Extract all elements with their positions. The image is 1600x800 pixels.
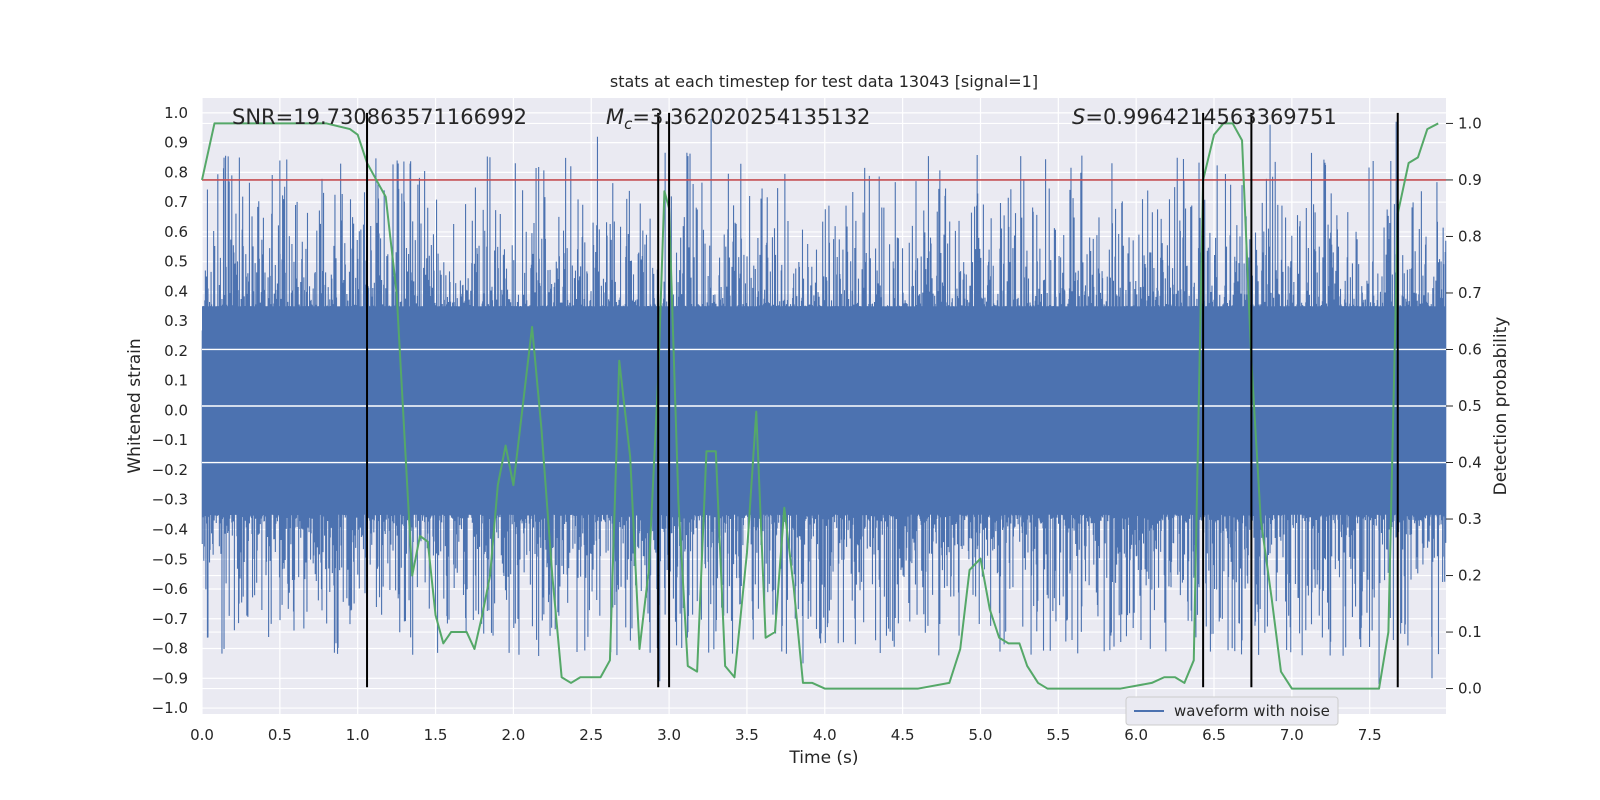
x-tick-label: 5.0 [969,726,993,744]
y-tick-label: −0.6 [152,580,188,598]
y2-axis-ticks: 1.0 0.9 0.8 0.7 0.6 0.5 0.4 0.3 0.2 0.1 0.0 [1446,114,1482,698]
x-tick-label: 3.0 [657,726,681,744]
y2-tick-label: 0.9 [1458,171,1482,189]
score-annotation: S=0.9964214563369751 [1072,105,1337,129]
y2-axis-label: Detection probability [1491,317,1511,496]
legend-label: waveform with noise [1174,702,1330,720]
y-tick-label: −0.8 [152,640,188,658]
y2-tick-label: 0.3 [1458,510,1482,528]
y-tick-label: −0.4 [152,520,188,538]
y-tick-label: 1.0 [164,104,188,122]
y-tick-label: 0.7 [164,193,188,211]
y-tick-label: −0.5 [152,550,188,568]
chart-title: stats at each timestep for test data 130… [610,72,1038,91]
annotations: SNR=19.730863571166992 Mc=3.3620202541351… [232,105,1337,133]
x-tick-label: 5.5 [1046,726,1070,744]
y2-tick-label: 0.2 [1458,567,1482,585]
x-tick-label: 2.0 [501,726,525,744]
y-tick-label: 0.4 [164,282,188,300]
y2-tick-label: 0.7 [1458,284,1482,302]
x-tick-label: 7.5 [1358,726,1382,744]
y2-tick-label: 0.6 [1458,340,1482,358]
y-axis-ticks: 1.0 0.9 0.8 0.7 0.6 0.5 0.4 0.3 0.2 0.1 0.0 −0.1 −0.… [152,104,188,717]
y-tick-label: 0.2 [164,342,188,360]
snr-annotation: SNR=19.730863571166992 [232,105,527,129]
y-tick-label: −0.2 [152,461,188,479]
y2-tick-label: 0.0 [1458,680,1482,698]
y-tick-label: 0.5 [164,253,188,271]
y2-tick-label: 0.8 [1458,227,1482,245]
x-tick-label: 3.5 [735,726,759,744]
overlays [201,112,1446,690]
x-tick-label: 6.5 [1202,726,1226,744]
waveform-core-band [202,306,1446,515]
x-tick-label: 0.5 [268,726,292,744]
y-axis-label: Whitened strain [125,338,145,473]
y-tick-label: 0.1 [164,372,188,390]
detection-probability-line [201,122,1439,690]
y-tick-label: 0.6 [164,223,188,241]
x-tick-label: 4.0 [813,726,837,744]
y-tick-label: 0.0 [164,401,188,419]
y2-tick-label: 0.1 [1458,623,1482,641]
y-tick-label: 0.3 [164,312,188,330]
y-tick-label: 0.8 [164,163,188,181]
waveform-with-noise-series [201,118,1447,685]
x-tick-label: 1.5 [424,726,448,744]
x-tick-label: 1.0 [346,726,370,744]
legend-box [1125,696,1339,726]
y-tick-label: −0.9 [152,669,188,687]
y2-tick-label: 1.0 [1458,114,1482,132]
y2-tick-label: 0.5 [1458,397,1482,415]
y-tick-label: −1.0 [152,699,188,717]
y-tick-label: −0.7 [152,610,188,628]
x-tick-label: 7.0 [1280,726,1304,744]
y-tick-label: 0.9 [164,134,188,152]
x-axis-label: Time (s) [788,748,858,768]
x-axis-ticks: 0.0 0.5 1.0 1.5 2.0 2.5 3.0 3.5 4.0 4.5 5.0 5.5 6.0 6… [190,726,1382,744]
y-tick-label: −0.1 [152,431,188,449]
y2-tick-label: 0.4 [1458,454,1482,472]
chirp-mass-annotation: Mc=3.362020254135132 [606,105,870,133]
y-tick-label: −0.3 [152,491,188,509]
x-tick-label: 0.0 [190,726,214,744]
x-tick-label: 6.0 [1124,726,1148,744]
x-tick-label: 4.5 [891,726,915,744]
legend: waveform with noise [1125,696,1339,726]
x-tick-label: 2.5 [579,726,603,744]
